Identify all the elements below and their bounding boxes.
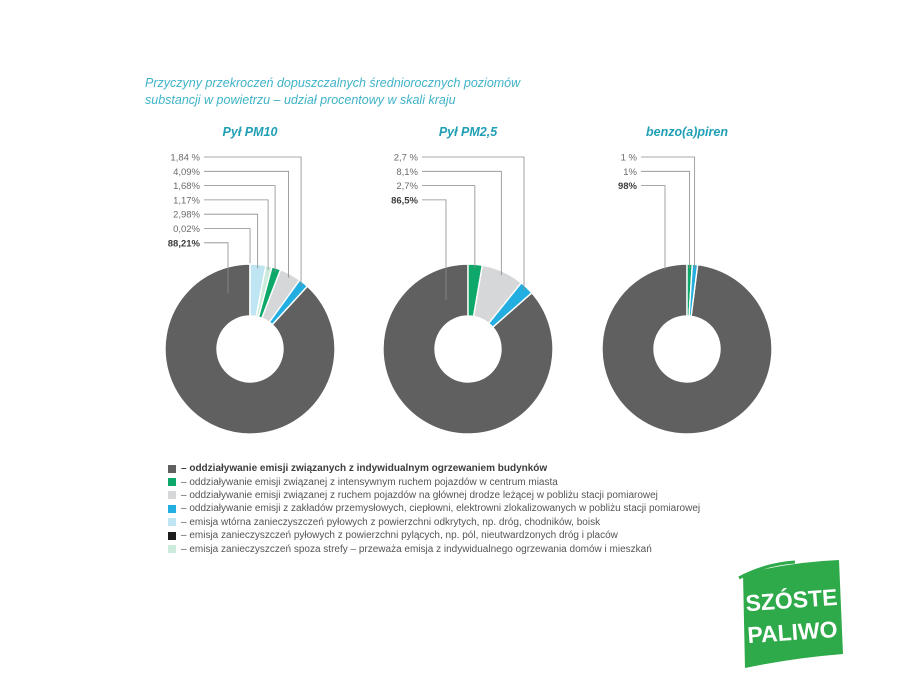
leader-line	[641, 156, 696, 269]
donut-slice	[268, 279, 309, 326]
slice-group: 2,7 %	[394, 153, 533, 328]
legend-item: – emisja zanieczyszczeń spoza strefy – p…	[168, 542, 700, 555]
data-label: 0,02%	[173, 224, 200, 235]
chart-title: benzo(a)piren	[646, 125, 728, 139]
leader-line	[641, 170, 690, 269]
donut-slice	[601, 263, 773, 435]
legend-swatch	[168, 545, 176, 554]
legend-swatch	[168, 504, 176, 513]
leader-line	[422, 156, 525, 291]
leader-line	[204, 213, 259, 269]
slice-group: 1,84 %	[170, 153, 309, 326]
legend-item: – oddziaływanie emisji związanej z ruche…	[168, 489, 700, 502]
figure-title-line-1: Przyczyny przekroczeń dopuszczalnych śre…	[145, 76, 521, 90]
donut-chart-2: Pył PM2,5 86,5% 2,7% 8,1% 2,7 %	[382, 125, 554, 435]
data-label: 1%	[623, 167, 637, 178]
legend-item: – oddziaływanie emisji związanej z inten…	[168, 475, 700, 488]
chart-title: Pył PM10	[223, 125, 278, 139]
logo-background	[743, 560, 843, 668]
legend-item: – oddziaływanie emisji z zakładów przemy…	[168, 502, 700, 515]
donut-chart-3: benzo(a)piren 98% 1% 1 %	[601, 125, 773, 435]
donut-slice	[382, 263, 554, 435]
slice-group: 86,5%	[382, 195, 554, 435]
data-label: 98%	[618, 181, 638, 192]
legend-swatch	[168, 491, 176, 500]
donut-chart-1: Pył PM10 88,21% 0,02% 2,98% 1,17% 1,68% 4,09% 1…	[164, 125, 336, 435]
legend-label: – emisja wtórna zanieczyszczeń pyłowych …	[181, 516, 601, 528]
leader-line	[204, 170, 289, 278]
data-label: 1,68%	[173, 181, 200, 192]
slice-group: 1 %	[621, 153, 699, 317]
legend-label: – oddziaływanie emisji związanej z ruche…	[181, 489, 658, 501]
legend-swatch	[168, 518, 176, 527]
leader-line	[641, 185, 666, 270]
legend-item: – emisja zanieczyszczeń pyłowych z powie…	[168, 529, 700, 542]
legend-item: – emisja wtórna zanieczyszczeń pyłowych …	[168, 516, 700, 529]
leader-line	[204, 156, 302, 287]
donut-slice	[164, 263, 336, 435]
chart-title: Pył PM2,5	[439, 125, 498, 139]
slice-group: 88,21%	[164, 238, 336, 435]
data-label: 2,98%	[173, 210, 200, 221]
legend-swatch	[168, 478, 176, 487]
legend-swatch	[168, 464, 176, 473]
data-label: 1 %	[621, 153, 638, 164]
leader-line	[422, 185, 476, 269]
data-label: 2,7%	[396, 181, 418, 192]
leader-line	[204, 199, 269, 271]
legend-label: – emisja zanieczyszczeń pyłowych z powie…	[181, 530, 618, 542]
data-label: 1,17%	[173, 195, 200, 206]
data-label: 2,7 %	[394, 153, 419, 164]
legend-label: – emisja zanieczyszczeń spoza strefy – p…	[181, 543, 652, 555]
szoste-paliwo-logo: SZÓSTE PALIWO	[738, 560, 843, 668]
logo-text-line-2: PALIWO	[746, 616, 838, 648]
leader-line	[204, 185, 276, 272]
logo-swoosh	[738, 560, 796, 580]
donut-slice	[688, 263, 699, 317]
legend-item: – oddziaływanie emisji związanych z indy…	[168, 462, 700, 475]
data-label: 4,09%	[173, 167, 200, 178]
legend-label: – oddziaływanie emisji związanej z inten…	[181, 476, 558, 488]
legend-label: – oddziaływanie emisji z zakładów przemy…	[181, 503, 701, 515]
data-label: 8,1%	[396, 167, 418, 178]
data-label: 86,5%	[391, 195, 418, 206]
donut-slice	[488, 282, 533, 328]
slice-group: 98%	[601, 181, 773, 435]
figure-title-line-2: substancji w powietrzu – udział procento…	[145, 93, 456, 107]
legend-swatch	[168, 531, 176, 540]
legend-label: – oddziaływanie emisji związanych z indy…	[181, 463, 548, 475]
slice-group: 1,68%	[173, 181, 282, 319]
data-label: 88,21%	[168, 238, 201, 249]
figure-title: Przyczyny przekroczeń dopuszczalnych śre…	[145, 75, 565, 109]
leader-line	[204, 242, 229, 294]
donut-charts: Pył PM10 88,21% 0,02% 2,98% 1,17% 1,68% 4,09% 1…	[164, 125, 773, 435]
legend: – oddziaływanie emisji związanych z indy…	[168, 462, 700, 556]
data-label: 1,84 %	[170, 153, 200, 164]
leader-line	[422, 170, 502, 276]
leader-line	[422, 199, 447, 300]
leader-line	[204, 228, 251, 269]
logo-text-line-1: SZÓSTE	[745, 583, 839, 616]
